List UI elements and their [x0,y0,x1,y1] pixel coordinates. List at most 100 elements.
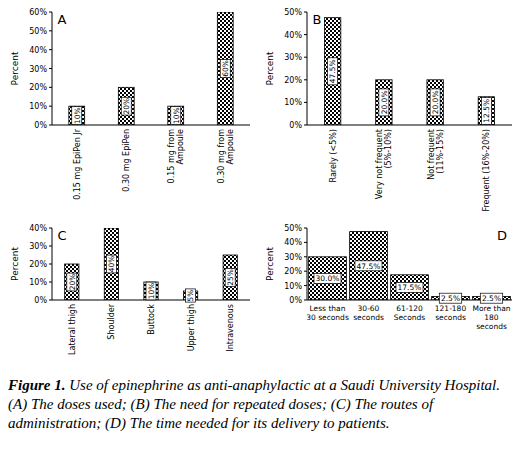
data-label: 60% [221,60,230,77]
data-label: 2.5% [482,294,501,303]
x-tick-label: Not frequent(11%-15%) [427,129,445,180]
label-line: 121-180 [435,304,467,313]
data-label: 30.0% [316,274,340,283]
y-tick-label: 0% [289,121,302,130]
label-line: 30-60 [358,304,380,313]
x-tick-label: Upper thigh [187,304,196,351]
panel-letter: C [57,228,66,243]
panel-letter: B [313,12,322,27]
data-label-group: 2.5% [439,293,461,303]
data-label-group: 10% [171,107,181,125]
x-tick-label: 0.30 mg fromAmpoule [217,129,235,184]
y-tick-label: 10% [29,102,47,111]
y-axis [307,228,308,300]
y-tick-label: 20% [29,260,47,269]
bar [104,228,118,300]
caption-text: Use of epinephrine as anti-anaphylactic … [8,377,500,431]
data-label-box [67,273,77,291]
data-label-box [146,282,156,300]
label-line: seconds [353,313,384,322]
label-line: (5%-10%) [384,129,393,169]
label-line: Not frequent [427,129,436,180]
data-label: 5% [186,290,195,302]
data-label-group: 30.0% [314,273,341,283]
bar [144,282,158,300]
data-label-box [328,58,338,85]
data-label-box [430,89,440,116]
label-line: Less than [310,304,346,313]
y-tick-label: 30% [284,53,302,62]
y-axis-label: Percent [10,51,20,85]
y-tick-label: 40% [29,224,47,233]
x-tick-label: Less than30 seconds [306,304,349,322]
data-label-group: 10% [146,282,156,300]
data-label: 17.5% [398,283,422,292]
panel: 0%10%20%30%40%50%PercentDLess than30 sec… [265,224,512,331]
bar [350,232,388,300]
y-tick-label: 20% [284,267,302,276]
label-line: seconds [435,313,466,322]
x-tick-label: 0.15 mg fromAmpoule [167,129,185,184]
data-label: 10% [73,107,82,124]
y-tick [304,57,307,58]
y-tick-label: 50% [284,8,302,17]
y-axis-label: Percent [265,51,275,85]
y-tick-label: 20% [29,83,47,92]
data-label-group: 5% [186,289,196,302]
y-tick [49,68,52,69]
y-tick-label: 50% [29,27,47,36]
data-label-group: 60% [220,60,230,78]
x-tick-label: More than180seconds [472,304,510,331]
x-tick-label: Very not frequent(5%-10%) [375,129,393,199]
y-tick [49,49,52,50]
data-label-group: 20.0% [430,89,440,116]
x-tick-label: 61-120Seconds [394,304,426,322]
y-tick [304,242,307,243]
data-label-box [106,255,116,273]
y-tick [304,300,307,301]
y-tick-label: 40% [284,31,302,40]
data-label-group: 25% [225,269,235,287]
y-tick [49,282,52,283]
panel: 0%10%20%30%40%50%PercentBRarely (<5%)Ver… [265,8,512,212]
data-label: 47.5% [328,59,337,83]
data-label: 40% [107,256,116,273]
data-label-group: 2.5% [480,293,502,303]
data-label: 20% [122,98,131,115]
data-label: 10% [172,107,181,124]
bar [427,80,443,125]
data-label-box [220,60,230,78]
label-line: More than [472,304,510,313]
y-tick [304,256,307,257]
y-tick-label: 30% [284,253,302,262]
y-tick [304,34,307,35]
bars [309,232,511,300]
y-tick-label: 60% [29,8,47,17]
x-tick-label: 30-60seconds [353,304,384,322]
label-line: Rarely (<5%) [329,129,338,182]
y-tick [304,271,307,272]
x-tick-label: 121-180seconds [435,304,467,322]
label-line: 180 [484,313,499,322]
label-line: Lateral thigh [68,304,77,355]
charts: 0%10%20%30%40%50%60%PercentA0.15 mg EpiP… [0,0,521,372]
data-label: 25% [226,269,235,286]
y-tick-label: 0% [34,121,47,130]
label-line: Shoulder [107,303,116,339]
y-tick [49,300,52,301]
y-tick-label: 10% [29,278,47,287]
y-tick-label: 10% [284,282,302,291]
y-axis [307,12,308,125]
data-label-box [171,107,181,125]
bar [69,106,85,125]
y-tick [49,106,52,107]
y-axis-label: Percent [10,247,20,281]
y-tick [49,87,52,88]
bar [376,80,392,125]
y-tick [304,125,307,126]
data-label: 20.0% [431,90,440,114]
data-label-box [379,89,389,116]
label-line: seconds [476,322,507,331]
data-label-group: 20% [121,97,131,115]
y-tick-label: 40% [29,46,47,55]
